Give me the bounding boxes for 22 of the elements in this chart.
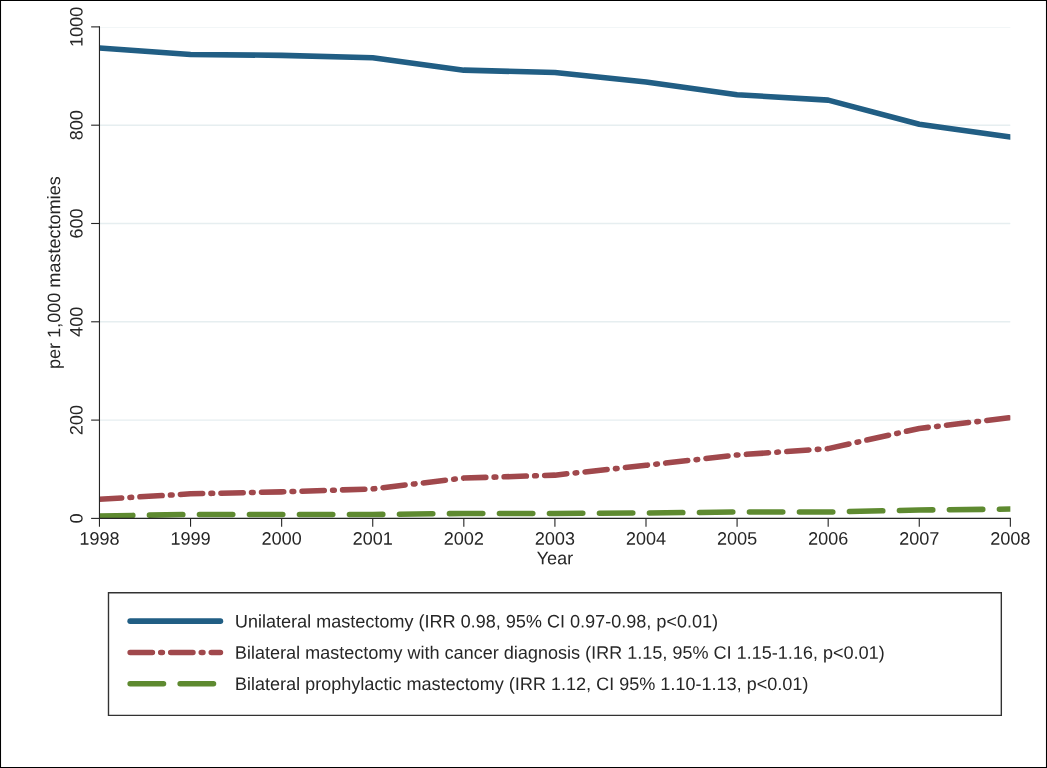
x-tick-label: 2005 [717,532,757,545]
x-tick-label: 2001 [353,532,392,545]
legend-label: Unilateral mastectomy (IRR 0.98, 95% CI 0.97-0.98, p<0.01) [236,614,717,632]
x-tick-label: 1998 [80,532,119,545]
x-tick-label: 2003 [535,532,575,545]
y-tick-label: 1000 [69,7,83,46]
x-tick-label: 2002 [444,532,483,545]
x-tick-label: 2000 [262,532,302,545]
y-tick-label: 400 [69,307,83,337]
legend-label: Bilateral mastectomy with cancer diagnosis (IRR 1.15, 95% CI 1.15-1.16, p<0.01) [236,645,884,663]
legend-label: Bilateral prophylactic mastectomy (IRR 1.12, CI 95% 1.10-1.13, p<0.01) [236,676,808,694]
y-tick-label: 800 [69,110,83,140]
y-tick-label: 200 [69,405,83,435]
x-tick-label: 1999 [171,532,210,545]
x-tick-label: 2004 [626,532,666,545]
x-axis-title: Year [537,551,573,565]
x-tick-label: 2007 [900,532,939,545]
y-axis-title: per 1,000 mastectomies [47,176,64,368]
x-tick-label: 2008 [991,532,1030,545]
y-tick-label: 0 [69,514,83,523]
x-tick-label: 2006 [809,532,848,545]
y-tick-label: 600 [69,209,83,238]
